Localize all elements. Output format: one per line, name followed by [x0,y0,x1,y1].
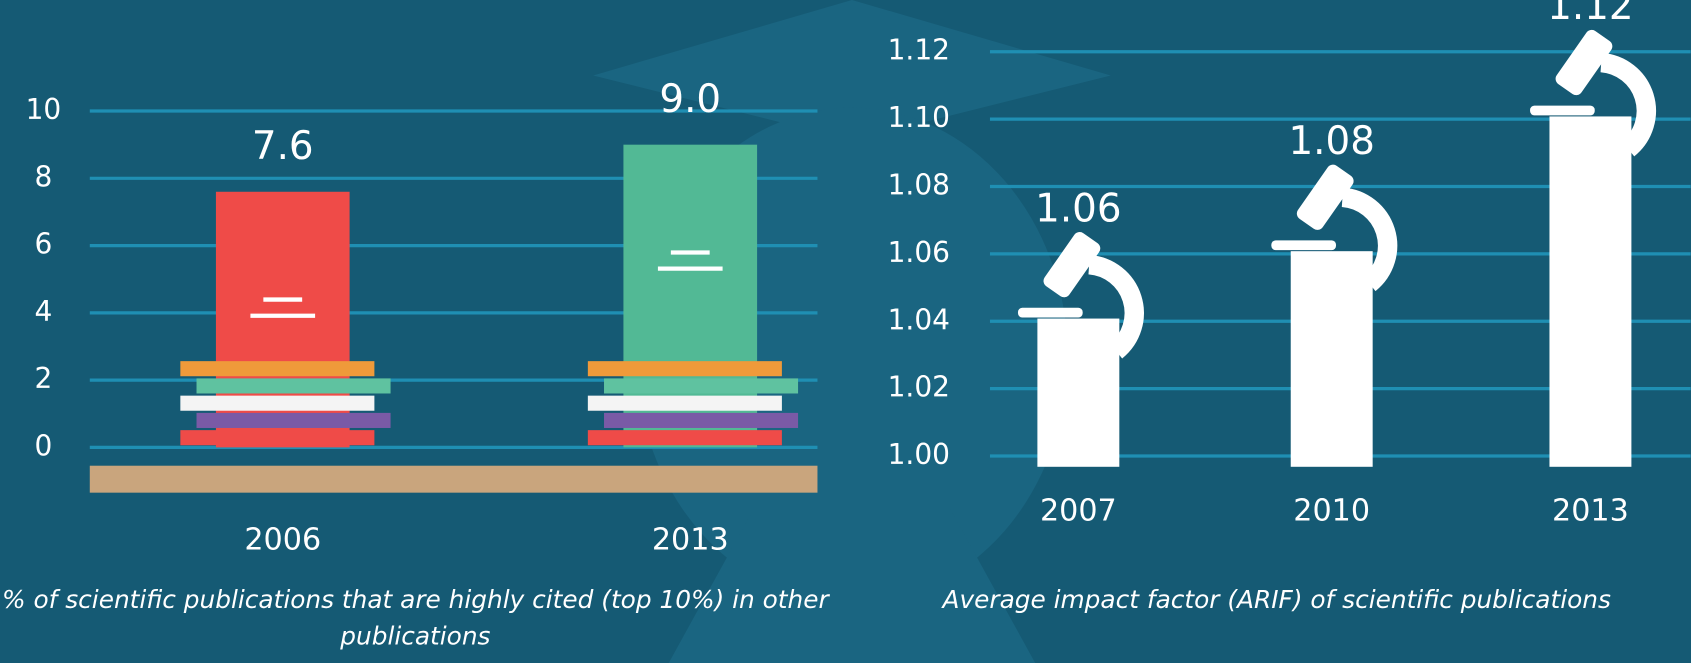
book-decoration [180,396,374,411]
y-tick-label: 4 [35,295,53,328]
x-tick-label: 2010 [1293,494,1370,529]
y-tick-label: 1.02 [888,371,950,404]
microscope-stage [1018,308,1083,318]
x-tick-label: 2006 [244,523,321,558]
y-tick-label: 10 [26,93,62,126]
value-label: 7.6 [252,124,314,169]
y-tick-label: 1.06 [888,236,950,269]
y-tick-label: 2 [35,362,53,395]
y-tick-label: 1.12 [888,34,950,67]
book-decoration [197,378,391,393]
microscope-stage [1271,240,1336,250]
book-decoration [180,430,374,445]
caption-box: % of scientific publications that are hi… [0,582,830,663]
caption: % of scientific publications that are hi… [0,582,830,655]
book-decoration [588,361,782,376]
book-decoration [197,413,391,428]
y-tick-label: 1.04 [888,303,950,336]
book-decoration [588,430,782,445]
value-label: 1.08 [1289,119,1375,164]
y-tick-label: 1.10 [888,101,950,134]
y-tick-label: 8 [35,160,53,193]
chart: 0 2 4 6 8 10 1.00 1.02 1.04 1.06 1.08 1.10 1.12 2006… [0,0,1691,663]
y-tick-label: 6 [35,228,53,261]
y-tick-label: 1.08 [888,169,950,202]
y-tick-label: 0 [35,429,53,462]
microscope-stage [1530,106,1595,116]
caption-box: Average impact factor (ARIF) of scientif… [863,582,1691,663]
column [1291,251,1373,467]
shelf [90,466,818,493]
column [1037,319,1119,467]
value-label: 1.06 [1035,186,1121,231]
book-decoration [588,396,782,411]
book-decoration [604,413,798,428]
y-tick-label: 1.00 [888,438,950,471]
book-decoration [604,378,798,393]
caption: Average impact factor (ARIF) of scientif… [863,582,1691,619]
x-tick-label: 2007 [1040,494,1117,529]
column [1549,116,1631,466]
x-tick-label: 2013 [652,523,729,558]
book-decoration [180,361,374,376]
x-tick-label: 2013 [1552,494,1629,529]
value-label: 1.12 [1547,0,1633,29]
page: {"chart_data": [ {"type": "bar", "captio… [0,0,1691,663]
value-label: 9.0 [659,77,721,122]
